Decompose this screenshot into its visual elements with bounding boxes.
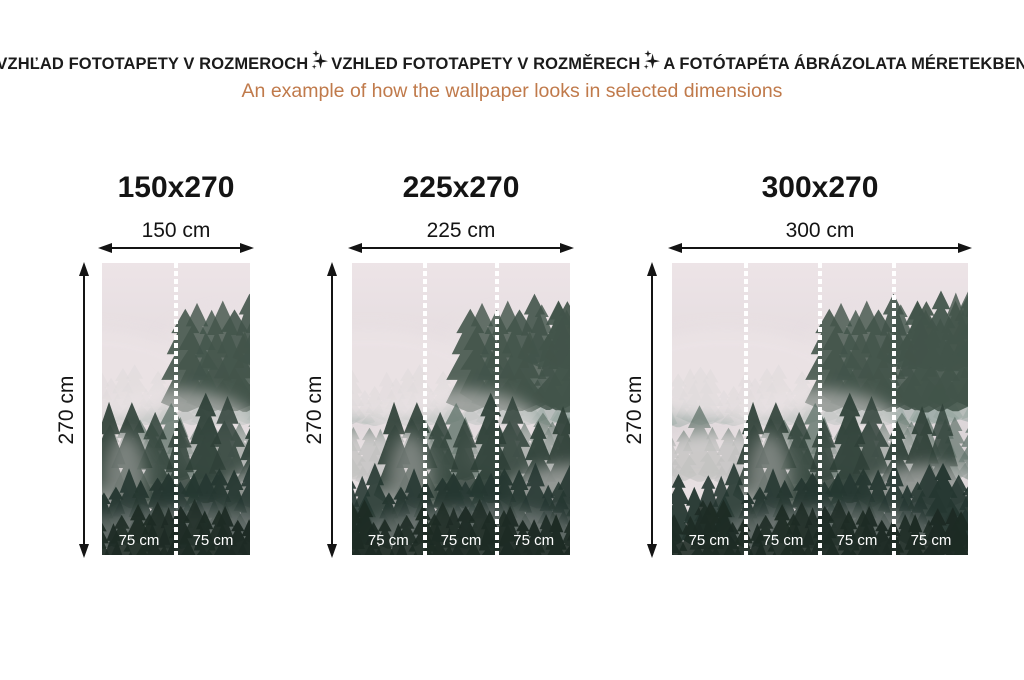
width-arrow: [668, 241, 972, 255]
strip-width-label: 75 cm: [513, 532, 555, 549]
panel-seam-divider: [422, 263, 427, 555]
arrowhead-right-icon: [958, 243, 972, 253]
arrowhead-right-icon: [560, 243, 574, 253]
panel-seam-divider: [744, 263, 748, 555]
arrowhead-down-icon: [327, 544, 337, 558]
panel-title: 150x270: [117, 171, 235, 204]
strip-width-label: 75 cm: [910, 532, 952, 549]
strip-width-label: 75 cm: [762, 532, 804, 549]
width-arrow: [98, 241, 254, 255]
width-arrow: [348, 241, 574, 255]
arrowhead-up-icon: [79, 262, 89, 276]
panel-title: 225x270: [402, 171, 520, 204]
arrowhead-down-icon: [647, 544, 657, 558]
panel-seam-divider: [892, 263, 896, 555]
arrowhead-right-icon: [240, 243, 254, 253]
sparkle-icon: [311, 50, 329, 70]
wallpaper-preview: 75 cm 75 cm: [102, 263, 250, 555]
arrowhead-down-icon: [79, 544, 89, 558]
strip-width-label: 75 cm: [118, 532, 160, 549]
width-dimension-label: 300 cm: [785, 219, 855, 242]
panel-title: 300x270: [761, 171, 879, 204]
subtitle: An example of how the wallpaper looks in…: [241, 80, 783, 102]
panel-seam-divider: [495, 263, 500, 555]
wallpaper-preview: 75 cm 75 cm 75 cm 75 cm: [672, 263, 968, 555]
arrowhead-left-icon: [98, 243, 112, 253]
height-arrow: [77, 262, 91, 558]
height-dimension-label: 270 cm: [55, 375, 78, 445]
foggy-forest-image: [352, 263, 570, 555]
arrowhead-up-icon: [327, 262, 337, 276]
width-dimension-label: 150 cm: [141, 219, 211, 242]
strip-width-label: 75 cm: [192, 532, 234, 549]
arrowhead-left-icon: [348, 243, 362, 253]
title-part-sk: VZHĽAD FOTOTAPETY V ROZMEROCH: [0, 54, 309, 73]
height-dimension-label: 270 cm: [623, 375, 646, 445]
panel-seam-divider: [174, 263, 178, 555]
height-arrow: [645, 262, 659, 558]
wallpaper-preview: 75 cm 75 cm 75 cm: [352, 263, 570, 555]
strip-width-label: 75 cm: [688, 532, 730, 549]
sparkle-icon: [644, 50, 661, 70]
multilingual-title: VZHĽAD FOTOTAPETY V ROZMEROCH VZHLED FOT…: [0, 50, 1024, 76]
arrowhead-left-icon: [668, 243, 682, 253]
height-dimension-label: 270 cm: [303, 375, 326, 445]
arrowhead-up-icon: [647, 262, 657, 276]
width-dimension-label: 225 cm: [426, 219, 496, 242]
title-part-hu: A FOTÓTAPÉTA ÁBRÁZOLATA MÉRETEKBEN: [663, 54, 1024, 73]
strip-width-label: 75 cm: [836, 532, 878, 549]
panel-seam-divider: [818, 263, 822, 555]
strip-width-label: 75 cm: [440, 532, 482, 549]
height-arrow: [325, 262, 339, 558]
title-part-cz: VZHLED FOTOTAPETY V ROZMĚRECH: [331, 54, 641, 73]
strip-width-label: 75 cm: [367, 532, 409, 549]
